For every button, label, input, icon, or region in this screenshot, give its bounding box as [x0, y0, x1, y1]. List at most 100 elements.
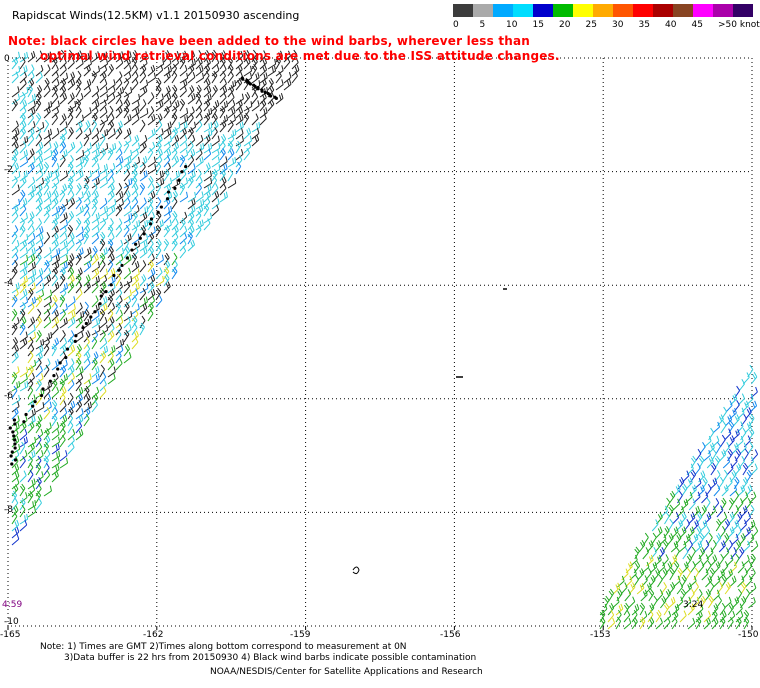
- wind-barb: [211, 198, 220, 210]
- wind-barb: [131, 274, 139, 287]
- wind-barb: [737, 575, 745, 588]
- wind-barb: [131, 175, 138, 189]
- wind-barb: [139, 296, 148, 308]
- wind-barb: [211, 70, 218, 84]
- wind-barb: [203, 184, 212, 196]
- wind-barb: [91, 336, 98, 350]
- wind-barb: [123, 295, 132, 308]
- wind-barb: [171, 196, 178, 210]
- wind-barb: [43, 407, 51, 420]
- wind-barb: [684, 582, 693, 595]
- wind-barb: [83, 51, 92, 63]
- wind-barb: [91, 393, 99, 406]
- wind-barb: [235, 140, 242, 154]
- wind-barb: [607, 617, 616, 630]
- wind-barb: [687, 603, 695, 616]
- wind-barb: [35, 226, 44, 238]
- scale-swatch: [473, 4, 493, 17]
- wind-barb: [51, 470, 59, 483]
- flag-circle: [130, 248, 134, 252]
- wind-barb: [179, 211, 188, 224]
- wind-barb: [11, 141, 19, 154]
- wind-barb: [27, 336, 34, 350]
- flag-circle: [142, 232, 146, 236]
- wind-barb: [83, 301, 89, 315]
- wind-barb: [163, 148, 172, 161]
- wind-barb: [107, 92, 116, 105]
- wind-barb: [27, 239, 35, 252]
- wind-barb: [679, 610, 687, 623]
- wind-barb: [115, 148, 123, 161]
- wind-barb: [147, 288, 156, 301]
- footer-note-line-2: 3)Data buffer is 22 hrs from 20150930 4)…: [64, 653, 477, 663]
- wind-barb: [227, 140, 234, 154]
- wind-barb: [123, 310, 133, 322]
- wind-barb: [715, 441, 721, 455]
- wind-barb: [623, 617, 632, 630]
- wind-barb: [51, 421, 60, 434]
- wind-barb: [27, 156, 36, 168]
- wind-barb: [43, 182, 50, 196]
- wind-barb: [43, 119, 50, 133]
- wind-barb: [51, 190, 59, 203]
- wind-barb: [728, 497, 735, 511]
- wind-barb: [123, 105, 130, 119]
- wind-barb: [219, 114, 229, 126]
- wind-barb: [83, 128, 92, 140]
- wind-barb: [219, 64, 227, 77]
- wind-barb: [727, 616, 734, 630]
- wind-barb: [91, 219, 100, 231]
- wind-barb: [123, 162, 131, 175]
- wind-barb: [51, 84, 58, 98]
- flag-circle: [81, 326, 85, 330]
- wind-barb: [19, 492, 28, 504]
- wind-barb: [155, 148, 163, 161]
- wind-barb: [195, 99, 203, 112]
- wind-barb: [251, 113, 259, 126]
- wind-barb: [11, 385, 18, 399]
- wind-barb: [115, 329, 122, 343]
- footer-note-line-1: Note: 1) Times are GMT 2)Times along bot…: [40, 642, 407, 652]
- wind-barb: [19, 127, 26, 140]
- wind-barb: [727, 435, 735, 448]
- wind-barb: [123, 77, 130, 91]
- wind-barb: [51, 386, 60, 399]
- wind-barb: [43, 358, 51, 371]
- wind-barb: [195, 57, 203, 70]
- wind-barb: [669, 490, 676, 504]
- wind-barb: [35, 274, 43, 287]
- wind-barb: [59, 203, 66, 217]
- wind-barb: [705, 575, 713, 588]
- wind-barb: [75, 316, 83, 329]
- flag-circle: [177, 178, 181, 182]
- wind-barb: [19, 99, 28, 112]
- lon-label-minus159: -159: [290, 630, 311, 640]
- wind-barb: [211, 204, 220, 217]
- wind-barb: [171, 210, 178, 224]
- wind-barb: [716, 581, 723, 595]
- wind-barb: [607, 603, 615, 616]
- wind-barb: [75, 357, 82, 371]
- wind-barb: [179, 64, 188, 77]
- wind-barb: [91, 245, 98, 259]
- wind-barb: [259, 50, 267, 63]
- wind-barb: [139, 182, 146, 196]
- wind-barb: [155, 245, 162, 259]
- wind-barb: [179, 127, 187, 140]
- scale-swatch: [553, 4, 573, 17]
- wind-barb: [19, 156, 29, 168]
- wind-barb: [123, 289, 132, 301]
- wind-barb: [19, 428, 28, 441]
- wind-barb: [139, 161, 146, 175]
- wind-barb: [83, 58, 92, 70]
- wind-barb: [83, 281, 91, 294]
- wind-barb: [27, 71, 35, 84]
- wind-barb: [51, 343, 57, 357]
- wind-barb: [51, 337, 60, 350]
- wind-barb: [171, 266, 178, 280]
- flag-circle: [52, 374, 56, 378]
- wind-barb: [139, 79, 149, 91]
- wind-barb: [99, 133, 106, 147]
- wind-barb: [11, 120, 19, 133]
- wind-barb: [11, 533, 20, 546]
